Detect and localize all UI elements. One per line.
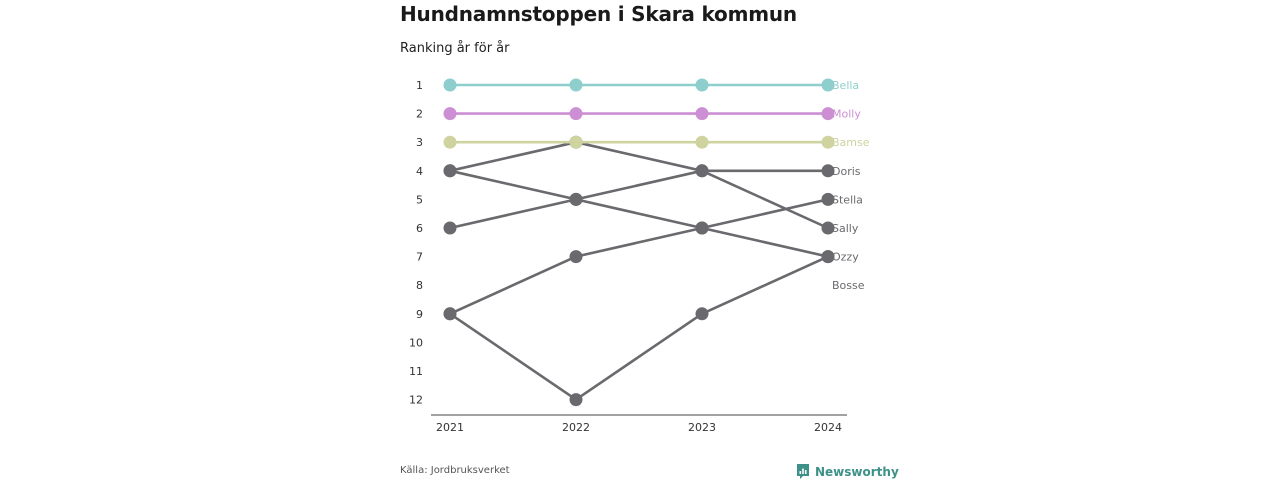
data-point-bosse[interactable] (443, 307, 457, 321)
y-tick-label: 10 (409, 336, 423, 349)
data-point-bella[interactable] (695, 78, 709, 92)
x-tick-label: 2021 (436, 421, 464, 434)
y-tick-label: 12 (409, 394, 423, 407)
series-line-doris (449, 140, 828, 173)
end-label-bella: Bella (832, 79, 859, 92)
y-tick-label: 3 (416, 136, 423, 149)
y-tick-label: 8 (416, 279, 423, 292)
data-point-bamse[interactable] (821, 135, 835, 149)
end-label-molly: Molly (832, 108, 861, 121)
data-point-ozzy[interactable] (443, 164, 457, 178)
series-line-bosse (449, 255, 829, 401)
x-tick-label: 2022 (562, 421, 590, 434)
newsworthy-logo[interactable]: Newsworthy (796, 463, 899, 480)
end-label-stella: Stella (832, 193, 863, 206)
chart-subtitle: Ranking år för år (400, 41, 510, 56)
data-point-sally[interactable] (443, 221, 457, 235)
data-point-ozzy[interactable] (569, 192, 583, 206)
y-tick-label: 1 (416, 79, 423, 92)
data-point-bosse[interactable] (569, 393, 583, 407)
data-point-molly[interactable] (821, 107, 835, 121)
data-point-molly[interactable] (443, 107, 457, 121)
x-tick-label: 2024 (814, 421, 842, 434)
y-tick-label: 2 (416, 108, 423, 121)
end-label-doris: Doris (832, 165, 861, 178)
x-tick-label: 2023 (688, 421, 716, 434)
data-point-bosse[interactable] (821, 250, 835, 264)
data-point-molly[interactable] (569, 107, 583, 121)
newsworthy-logo-icon (797, 464, 809, 479)
end-label-sally: Sally (832, 222, 859, 235)
series-line-ozzy (449, 169, 829, 258)
data-point-bamse[interactable] (443, 135, 457, 149)
data-point-doris[interactable] (821, 164, 835, 178)
y-tick-label: 7 (416, 251, 423, 264)
end-label-bamse: Bamse (832, 136, 870, 149)
data-point-bamse[interactable] (569, 135, 583, 149)
data-point-molly[interactable] (695, 107, 709, 121)
y-tick-label: 11 (409, 365, 423, 378)
data-point-bella[interactable] (443, 78, 457, 92)
y-tick-label: 6 (416, 222, 423, 235)
data-point-ozzy[interactable] (695, 221, 709, 235)
data-point-bosse[interactable] (695, 307, 709, 321)
data-point-sally[interactable] (821, 221, 835, 235)
data-point-sally[interactable] (695, 164, 709, 178)
data-point-bella[interactable] (821, 78, 835, 92)
chart-title: Hundnamnstoppen i Skara kommun (400, 2, 797, 26)
series-line-stella (449, 198, 829, 315)
y-tick-label: 5 (416, 193, 423, 206)
data-point-stella[interactable] (821, 192, 835, 206)
end-label-ozzy: Ozzy (832, 251, 859, 264)
series-line-sally (449, 169, 829, 230)
y-tick-label: 9 (416, 308, 423, 321)
source-note: Källa: Jordbruksverket (400, 465, 510, 476)
end-label-bosse: Bosse (832, 279, 865, 292)
data-point-stella[interactable] (569, 250, 583, 264)
y-tick-label: 4 (416, 165, 423, 178)
data-point-bamse[interactable] (695, 135, 709, 149)
newsworthy-logo-text: Newsworthy (815, 464, 899, 479)
data-point-bella[interactable] (569, 78, 583, 92)
